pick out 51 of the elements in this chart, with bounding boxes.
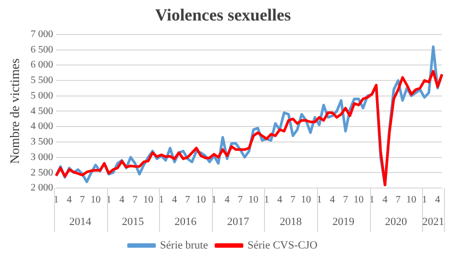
x-tick-label: 7	[396, 194, 401, 206]
text: 2016	[174, 216, 197, 228]
x-tick-label: 1	[211, 194, 216, 206]
chart-title: Violences sexuelles	[155, 6, 292, 25]
y-axis-title: Nombre de victimes	[7, 58, 22, 164]
x-tick-label: 10	[196, 194, 206, 206]
x-tick-label: 10	[248, 194, 258, 206]
x-tick-label: 1	[158, 194, 164, 206]
text: 2019	[332, 216, 355, 228]
text: 2018	[280, 216, 302, 228]
x-tick-label: 4	[224, 194, 230, 206]
x-tick-label: 7	[132, 194, 138, 206]
x-tick-label: 4	[119, 194, 124, 206]
y-tick-label: 2 500	[30, 167, 54, 178]
text: 2021	[422, 216, 444, 228]
x-tick-label: 4	[277, 194, 282, 206]
x-tick-label: 4	[330, 194, 335, 206]
x-tick-label: 4	[66, 194, 72, 206]
y-tick-label: 3 000	[30, 152, 54, 163]
y-tick-label: 5 000	[30, 90, 54, 102]
x-tick-label: 10	[406, 194, 416, 206]
x-tick-label: 7	[238, 194, 243, 206]
text: 2020	[384, 216, 408, 228]
x-tick-label: 1	[264, 194, 270, 206]
x-tick-label: 10	[301, 194, 312, 206]
y-tick-label: 7 000	[30, 29, 54, 40]
legend-label: Série CVS-CJO	[247, 239, 318, 252]
x-tick-label: 10	[143, 194, 154, 206]
x-tick-label: 4	[382, 194, 388, 206]
x-tick-label: 10	[354, 194, 364, 206]
x-tick-label: 4	[435, 194, 440, 206]
y-tick-label: 3 500	[30, 136, 54, 148]
y-tick-label: 5 500	[30, 75, 54, 86]
y-tick-label: 4 500	[30, 106, 54, 117]
y-tick-label: 6 500	[30, 44, 54, 56]
x-tick-label: 7	[343, 194, 348, 206]
text: 2014	[69, 216, 92, 228]
y-tick-label: 2 000	[30, 182, 54, 194]
x-tick-label: 4	[172, 194, 177, 206]
x-tick-label: 1	[422, 194, 427, 206]
text: 2017	[227, 216, 250, 228]
x-tick-label: 7	[185, 194, 190, 206]
x-tick-label: 7	[290, 194, 296, 206]
y-tick-label: 6 000	[30, 60, 54, 71]
y-tick-label: 4 000	[30, 121, 54, 132]
legend-label: Série brute	[160, 239, 208, 252]
x-tick-label: 1	[316, 194, 322, 206]
x-tick-label: 1	[54, 194, 59, 206]
x-tick-label: 10	[90, 194, 101, 206]
x-tick-label: 7	[80, 194, 85, 206]
text: 2015	[122, 216, 144, 228]
